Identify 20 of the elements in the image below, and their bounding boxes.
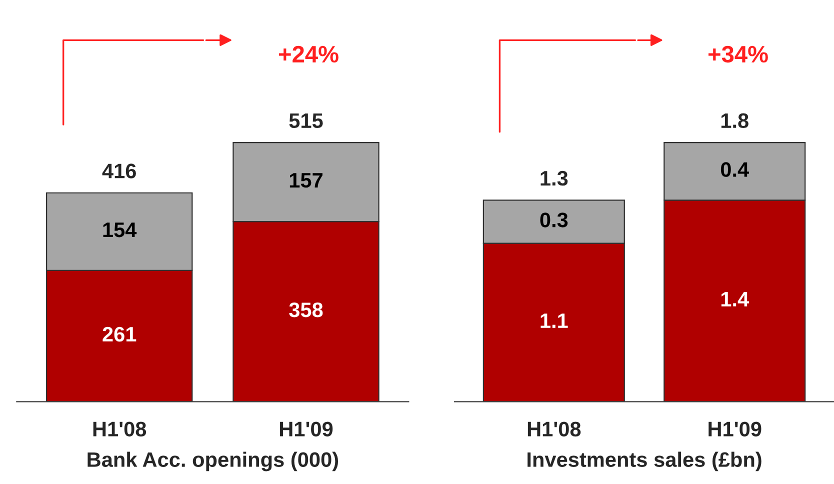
x-axis-title: Bank Acc. openings (000) — [88, 452, 338, 472]
data-label: 1.4 — [721, 292, 749, 306]
data-label: 157 — [290, 173, 322, 188]
x-tick-label: H1'09 — [280, 422, 333, 436]
data-label: 0.4 — [720, 162, 749, 177]
total-label: 416 — [102, 164, 136, 178]
data-label: 358 — [289, 302, 323, 318]
x-axis-title: Investments sales (£bn) — [528, 452, 762, 472]
total-label: 1.8 — [721, 113, 748, 128]
data-label: 0.3 — [540, 212, 568, 228]
x-tick-label: H1'08 — [93, 422, 146, 436]
data-label: 154 — [103, 222, 137, 238]
x-tick-label: H1'09 — [708, 422, 762, 436]
total-label: 1.3 — [540, 170, 568, 186]
total-label: 515 — [289, 114, 323, 128]
data-label: 261 — [102, 326, 136, 342]
text: +24% — [278, 46, 338, 63]
x-tick-label: H1'08 — [528, 422, 581, 436]
text: +34% — [708, 46, 768, 63]
data-label: 1.1 — [540, 314, 568, 328]
